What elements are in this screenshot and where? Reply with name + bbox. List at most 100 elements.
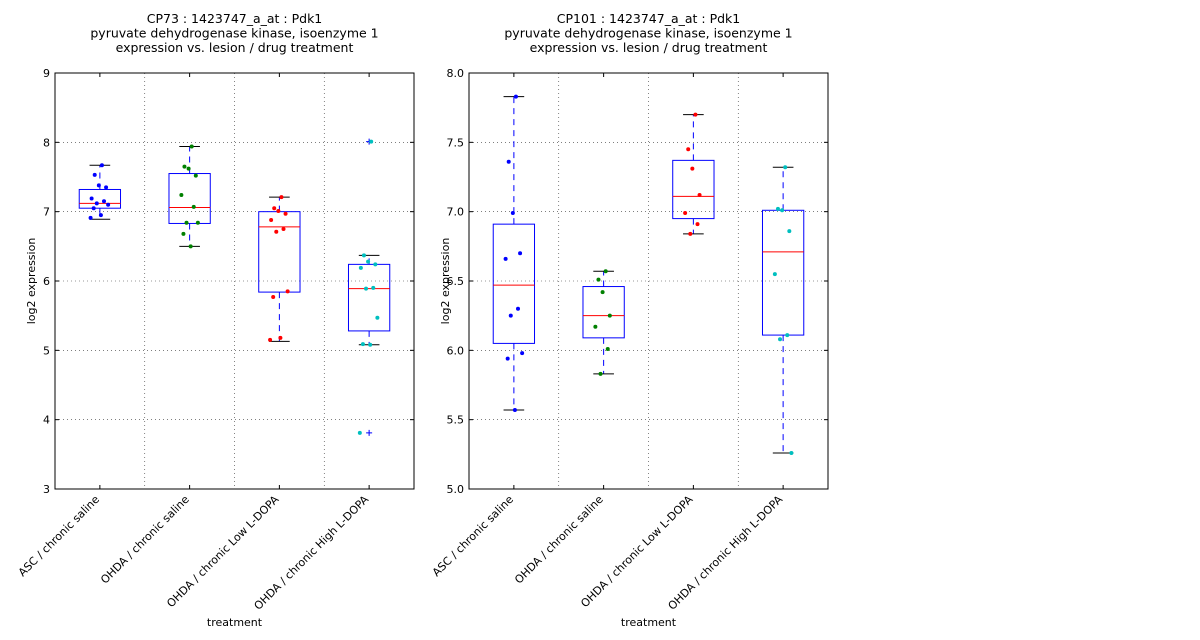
data-point (189, 144, 194, 149)
y-tick-label: 5.0 (447, 483, 465, 496)
data-point (364, 286, 369, 291)
data-point (285, 289, 290, 294)
box-series-1 (492, 94, 536, 412)
data-point (186, 166, 191, 171)
data-point (91, 206, 96, 211)
y-tick-label: 8.0 (447, 67, 465, 80)
data-point (775, 206, 780, 211)
data-point (193, 173, 198, 178)
data-point (688, 231, 693, 236)
data-point (92, 172, 97, 177)
data-point (358, 265, 363, 270)
data-point (268, 337, 273, 342)
data-point (366, 259, 371, 264)
data-point (690, 166, 695, 171)
data-point (279, 195, 284, 200)
data-point (357, 430, 362, 435)
box-series-2 (168, 144, 211, 249)
data-point (272, 206, 277, 211)
box (168, 173, 211, 224)
y-tick-label: 5.5 (447, 414, 465, 427)
data-point (179, 193, 184, 198)
data-point (512, 407, 517, 412)
data-point (106, 202, 111, 207)
data-point (361, 253, 366, 258)
data-point (596, 277, 601, 282)
data-point (191, 204, 196, 209)
data-point (603, 269, 608, 274)
data-point (99, 163, 104, 168)
y-axis-label: log2 expression (25, 238, 38, 325)
box (78, 188, 122, 209)
data-point (508, 313, 513, 318)
chart-title-line: CP101 : 1423747_a_at : Pdk1 (557, 11, 741, 26)
data-point (281, 227, 286, 231)
data-point (607, 313, 612, 318)
data-point (89, 196, 94, 201)
x-tick-label: ASC / chronic saline (430, 493, 516, 579)
data-point (278, 335, 283, 340)
data-point (683, 211, 688, 216)
data-point (371, 285, 376, 290)
data-point (88, 215, 93, 220)
data-point (697, 193, 702, 198)
data-point (785, 333, 790, 338)
data-point (360, 342, 365, 347)
chart-title-line: expression vs. lesion / drug treatment (530, 40, 768, 55)
data-point (693, 112, 698, 117)
x-tick-label: ASC / chronic saline (16, 493, 102, 579)
y-tick-label: 8 (43, 136, 50, 149)
data-point (695, 222, 700, 227)
y-tick-label: 4 (43, 414, 50, 427)
chart-title-line: CP73 : 1423747_a_at : Pdk1 (147, 11, 323, 26)
data-point (506, 159, 511, 164)
data-point (783, 165, 788, 170)
data-point (510, 211, 515, 216)
plot-frame (468, 72, 829, 490)
box-series-3 (672, 112, 715, 236)
box-series-2 (582, 269, 625, 376)
x-tick-label: OHDA / chronic saline (98, 493, 192, 587)
data-point (513, 94, 518, 99)
data-point (181, 231, 186, 236)
data-point (368, 342, 373, 347)
x-tick-label: OHDA / chronic saline (512, 493, 606, 587)
data-point (373, 262, 378, 267)
box-series-4 (347, 138, 391, 436)
data-point (789, 450, 794, 455)
y-tick-label: 5 (43, 344, 50, 357)
data-point (94, 201, 99, 206)
data-point (605, 346, 610, 351)
data-point (787, 229, 792, 234)
chart-title-line: pyruvate dehydrogenase kinase, isoenzyme… (504, 26, 792, 41)
y-tick-label: 6.0 (447, 344, 465, 357)
data-point (102, 199, 107, 204)
data-point (520, 351, 525, 356)
data-point (283, 211, 288, 216)
chart-title-line: expression vs. lesion / drug treatment (116, 40, 354, 55)
y-tick-label: 3 (43, 483, 50, 496)
data-point (516, 306, 521, 311)
data-point (778, 337, 783, 342)
data-point (96, 183, 101, 188)
data-point (195, 220, 200, 225)
x-axis-label: treatment (207, 616, 263, 629)
y-tick-label: 6 (43, 275, 50, 288)
data-point (269, 217, 274, 222)
y-tick-label: 9 (43, 67, 50, 80)
data-point (518, 251, 523, 256)
data-point (98, 213, 103, 218)
x-axis-label: treatment (621, 616, 677, 629)
data-point (780, 208, 785, 213)
box (672, 159, 715, 220)
data-point (686, 147, 691, 152)
box (761, 209, 805, 336)
data-point (505, 356, 510, 361)
box-series-1 (78, 163, 122, 220)
data-point (600, 290, 605, 295)
data-point (503, 256, 508, 261)
box-series-4 (761, 165, 805, 455)
